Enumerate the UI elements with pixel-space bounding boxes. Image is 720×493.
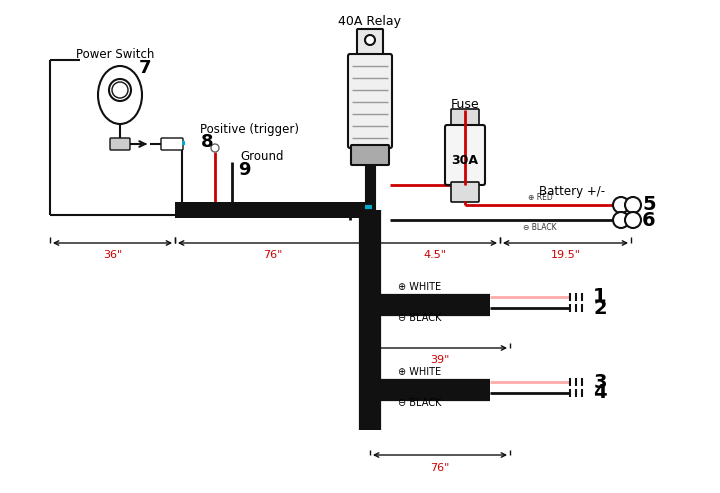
Text: 39": 39" [431,355,450,365]
Circle shape [613,212,629,228]
Text: ⊕ WHITE: ⊕ WHITE [398,367,441,377]
Text: 9: 9 [238,161,251,179]
Text: 2: 2 [593,298,607,317]
Text: 4: 4 [593,384,607,402]
Text: Positive (trigger): Positive (trigger) [200,124,300,137]
Text: ⊖ BLACK: ⊖ BLACK [398,313,441,323]
Text: 5: 5 [642,196,656,214]
Text: 40A Relay: 40A Relay [338,15,402,29]
Text: 30A: 30A [451,153,479,167]
Text: 3: 3 [593,373,607,391]
Text: 7: 7 [139,59,151,77]
Text: 76": 76" [431,463,450,473]
Circle shape [625,212,641,228]
Text: ⊖ BLACK: ⊖ BLACK [398,398,441,408]
FancyBboxPatch shape [445,125,485,185]
Text: Fuse: Fuse [451,99,480,111]
FancyBboxPatch shape [348,54,392,148]
Circle shape [112,82,128,98]
Text: 8: 8 [201,133,213,151]
FancyBboxPatch shape [451,109,479,129]
Text: 76": 76" [263,250,282,260]
Text: ⊖ BLACK: ⊖ BLACK [523,222,557,232]
FancyBboxPatch shape [161,138,183,150]
Circle shape [613,197,629,213]
FancyBboxPatch shape [110,138,130,150]
Ellipse shape [98,66,142,124]
Text: 19.5": 19.5" [551,250,580,260]
Text: Power Switch: Power Switch [76,48,154,62]
FancyBboxPatch shape [351,145,389,165]
Text: ⊕ RED: ⊕ RED [528,193,552,203]
Text: Ground: Ground [240,150,284,164]
Text: Battery +/-: Battery +/- [539,185,605,199]
FancyBboxPatch shape [357,29,383,57]
Bar [175,202,370,218]
Circle shape [365,35,375,45]
Circle shape [211,144,219,152]
Text: 4.5": 4.5" [423,250,446,260]
Text: 36": 36" [103,250,122,260]
Circle shape [625,197,641,213]
Text: 6: 6 [642,211,656,230]
Text: ⊕ WHITE: ⊕ WHITE [398,282,441,292]
Text: 1: 1 [593,287,607,307]
FancyBboxPatch shape [451,182,479,202]
